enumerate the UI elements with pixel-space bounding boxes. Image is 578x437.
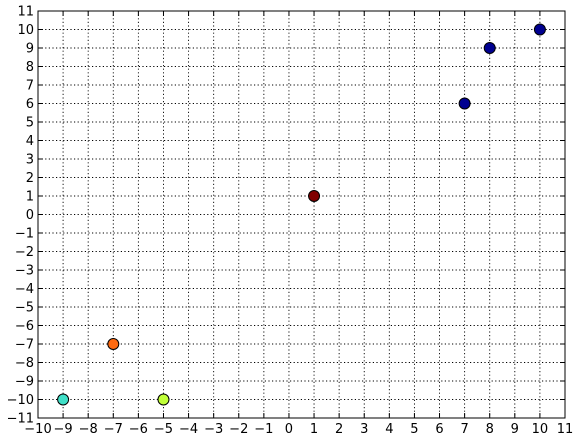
x-tick-labels: −10 −9 −8 −7 −6 −5 −4 −3 −2 −1 0 1 2 3 4 5 6 7 8 9 10 11 (24, 422, 573, 437)
x-tick-label: −10 (24, 422, 51, 437)
plot-frame (37, 10, 566, 419)
y-tick-label: 7 (26, 79, 34, 94)
scatter-point (157, 393, 170, 406)
y-tick-label: 6 (26, 97, 34, 112)
x-tick-label: −1 (254, 422, 273, 437)
y-tick-label: 2 (26, 171, 34, 186)
scatter-point (308, 190, 321, 202)
scatter-point (458, 97, 471, 110)
x-tick-label: 5 (410, 422, 418, 437)
x-tick-label: −5 (154, 422, 173, 437)
x-tick-label: −3 (204, 422, 223, 437)
y-tick-label: 8 (26, 60, 34, 75)
scatter-point (107, 338, 120, 350)
y-tick-label: −2 (15, 245, 34, 260)
data-points (57, 23, 546, 406)
scatter-point (533, 23, 546, 36)
x-tick-label: 10 (532, 422, 549, 437)
x-tick-label: 1 (310, 422, 318, 437)
y-tick-label: −6 (15, 319, 34, 334)
x-tick-label: −2 (229, 422, 248, 437)
y-tick-label: 10 (17, 23, 34, 38)
x-tick-label: −6 (129, 422, 148, 437)
scatter-point (57, 393, 70, 406)
x-tick-label: 4 (385, 422, 393, 437)
y-tick-label: −9 (15, 375, 34, 390)
x-tick-label: 0 (285, 422, 293, 437)
y-tick-label: 0 (26, 208, 34, 223)
x-tick-label: −8 (79, 422, 98, 437)
x-tick-label: 3 (360, 422, 368, 437)
x-tick-label: 7 (460, 422, 468, 437)
y-tick-label: 11 (17, 5, 34, 20)
y-tick-label: −10 (7, 393, 34, 408)
y-tick-label: −8 (15, 356, 34, 371)
x-tick-label: 9 (511, 422, 519, 437)
y-tick-label: −11 (7, 412, 34, 427)
y-tick-label: 3 (26, 153, 34, 168)
y-tick-label: −1 (15, 227, 34, 242)
y-tick-label: 1 (26, 190, 34, 205)
y-tick-label: −3 (15, 264, 34, 279)
x-tick-label: 11 (557, 422, 574, 437)
y-tick-label: 4 (26, 134, 34, 149)
x-tick-label: 2 (335, 422, 343, 437)
x-tick-label: 6 (435, 422, 443, 437)
grid (38, 11, 565, 418)
y-tick-label: −5 (15, 301, 34, 316)
x-tick-label: −7 (104, 422, 123, 437)
y-tick-label: −7 (15, 338, 34, 353)
x-tick-label: −9 (54, 422, 73, 437)
y-tick-label: 5 (26, 116, 34, 131)
x-tick-label: −4 (179, 422, 198, 437)
scatter-point (483, 42, 496, 54)
y-tick-label: 9 (26, 42, 34, 57)
x-tick-label: 8 (486, 422, 494, 437)
y-tick-label: −4 (15, 282, 34, 297)
